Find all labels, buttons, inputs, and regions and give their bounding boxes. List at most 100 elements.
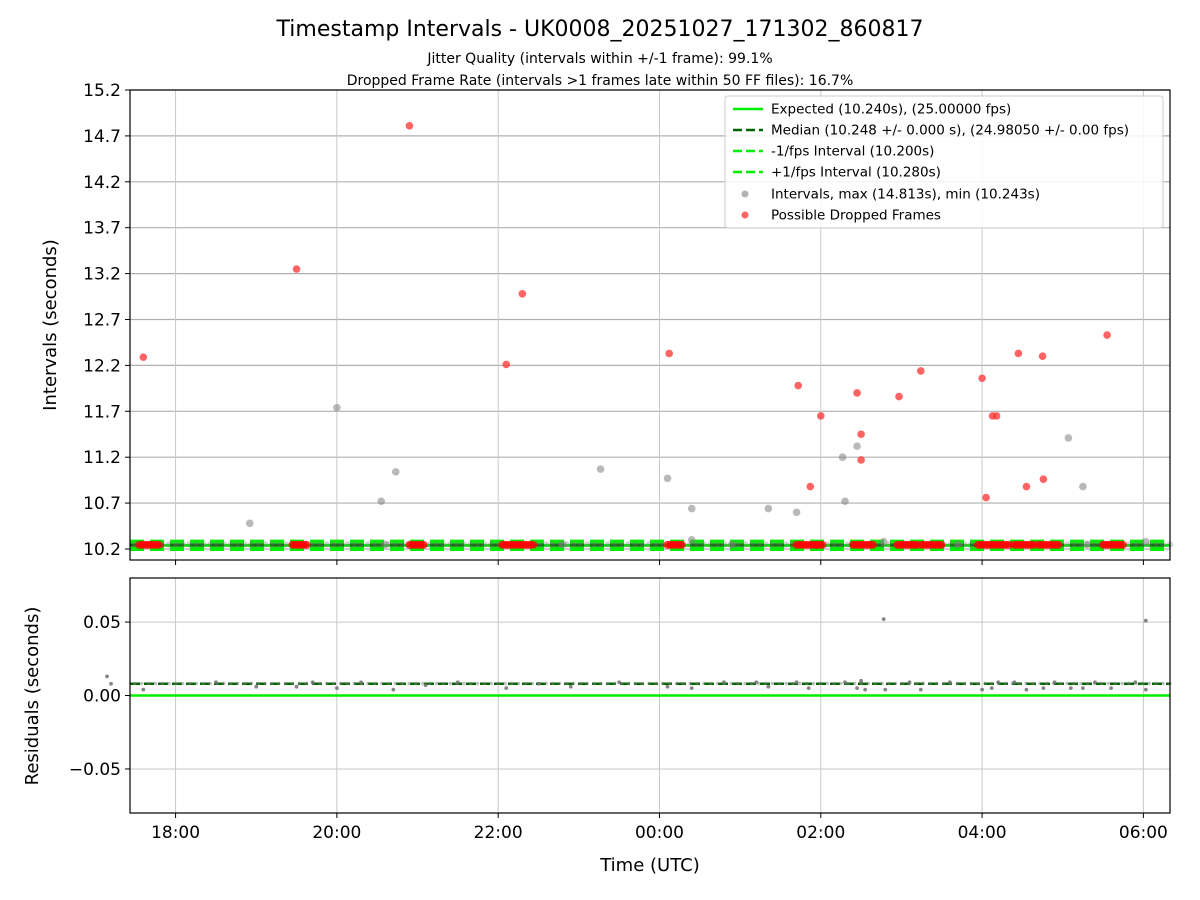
residual-point [1041, 686, 1046, 691]
residual-baseline-point [256, 681, 260, 686]
x-tick-label: 18:00 [151, 823, 200, 843]
baseline-interval-point [782, 541, 790, 548]
residual-baseline-point [153, 681, 158, 686]
residual-baseline-point [427, 681, 432, 686]
residual-baseline-point [955, 681, 960, 686]
residual-point [1052, 680, 1057, 685]
residual-baseline-point [1120, 681, 1124, 686]
dropped-frame-point [978, 374, 986, 383]
baseline-interval-point [426, 541, 433, 548]
residual-baseline-point [983, 681, 987, 686]
residual-baseline-point [729, 681, 733, 686]
baseline-interval-point [1070, 541, 1078, 548]
residual-baseline-point [1099, 681, 1104, 686]
residual-baseline-point [661, 681, 665, 686]
residual-point [947, 680, 952, 685]
baseline-interval-point [207, 541, 214, 548]
residual-baseline-point [235, 681, 240, 686]
dropped-frame-point [857, 456, 865, 464]
interval-point [558, 540, 567, 549]
baseline-interval-point [481, 541, 488, 548]
residual-point [907, 680, 912, 685]
residual-baseline-point [510, 681, 514, 686]
interval-point [687, 504, 696, 513]
residual-baseline-point [496, 681, 500, 686]
interval-point [1079, 482, 1087, 491]
residual-baseline-point [352, 681, 356, 686]
residual-point [1109, 686, 1114, 691]
residual-baseline-point [887, 681, 891, 686]
dropped-frame-baseline-point [155, 540, 164, 549]
residuals-x-ticks: 18:00 20:00 22:00 00:00 02:00 04:00 06:00 [151, 813, 1168, 843]
baseline-interval-point [769, 541, 776, 548]
dropped-frame-baseline-point [937, 540, 946, 549]
residual-baseline-point [448, 681, 452, 686]
interval-point [687, 536, 696, 544]
baseline-interval-point [734, 541, 742, 548]
residual-baseline-point [674, 681, 679, 686]
residual-baseline-point [880, 681, 884, 686]
residual-point [1068, 686, 1073, 691]
chart-subtitle-jitter: Jitter Quality (intervals within +/-1 fr… [426, 51, 772, 67]
residual-baseline-point [866, 681, 871, 686]
baseline-interval-point [837, 541, 845, 548]
baseline-interval-point [961, 541, 968, 548]
residual-baseline-point [407, 681, 411, 686]
dropped-frame-point [916, 367, 925, 375]
residual-baseline-point [791, 681, 795, 686]
residual-baseline-point [174, 681, 178, 686]
baseline-interval-point [165, 541, 173, 548]
residual-point [423, 683, 428, 688]
interval-point [954, 540, 962, 549]
residual-baseline-point [297, 681, 302, 686]
baseline-interval-point [364, 541, 372, 548]
baseline-interval-point [398, 541, 406, 548]
residual-baseline-point [283, 681, 288, 686]
intervals-y-tick-label: 13.2 [83, 265, 121, 285]
residual-baseline-point [462, 681, 466, 686]
baseline-interval-point [241, 541, 248, 548]
residual-point [617, 680, 622, 685]
baseline-interval-point [967, 541, 975, 548]
interval-point [1083, 540, 1091, 549]
residual-baseline-point [181, 681, 185, 686]
baseline-interval-point [255, 541, 262, 548]
residual-point [980, 687, 984, 692]
interval-point [879, 537, 888, 546]
baseline-interval-point [604, 541, 612, 548]
baseline-interval-point [248, 541, 255, 548]
residual-point [855, 686, 859, 691]
baseline-interval-point [577, 541, 584, 548]
baseline-interval-point [645, 541, 653, 548]
residual-baseline-point [613, 681, 617, 686]
baseline-interval-point [1153, 541, 1160, 548]
intervals-y-tick-label: 12.7 [83, 310, 121, 330]
residual-baseline-point [517, 681, 521, 686]
legend-intervals-label: Intervals, max (14.813s), min (10.243s) [771, 187, 1040, 203]
residual-baseline-point [592, 681, 596, 686]
residual-baseline-point [846, 681, 850, 686]
dropped-frame-point [857, 430, 865, 439]
residual-baseline-point [702, 681, 706, 686]
dropped-frame-point [502, 360, 511, 369]
residual-baseline-point [962, 681, 967, 686]
interval-point [381, 540, 390, 549]
residual-point [1080, 686, 1085, 691]
residual-baseline-point [1017, 681, 1021, 686]
residual-baseline-point [599, 681, 603, 686]
baseline-interval-point [200, 541, 207, 548]
residual-baseline-point [530, 681, 535, 686]
dropped-frame-point [982, 493, 990, 502]
residual-baseline-point [763, 681, 768, 686]
residual-baseline-point [1147, 681, 1152, 686]
residual-baseline-point [942, 681, 946, 686]
baseline-interval-point [323, 541, 330, 548]
dropped-frame-point [139, 353, 148, 361]
interval-point [853, 442, 861, 450]
intervals-y-tick-label: 15.2 [83, 81, 121, 101]
residual-baseline-point [654, 681, 658, 686]
baseline-interval-point [330, 541, 337, 548]
baseline-interval-point [762, 541, 769, 548]
residual-baseline-point [914, 681, 919, 686]
residual-point [105, 674, 109, 679]
